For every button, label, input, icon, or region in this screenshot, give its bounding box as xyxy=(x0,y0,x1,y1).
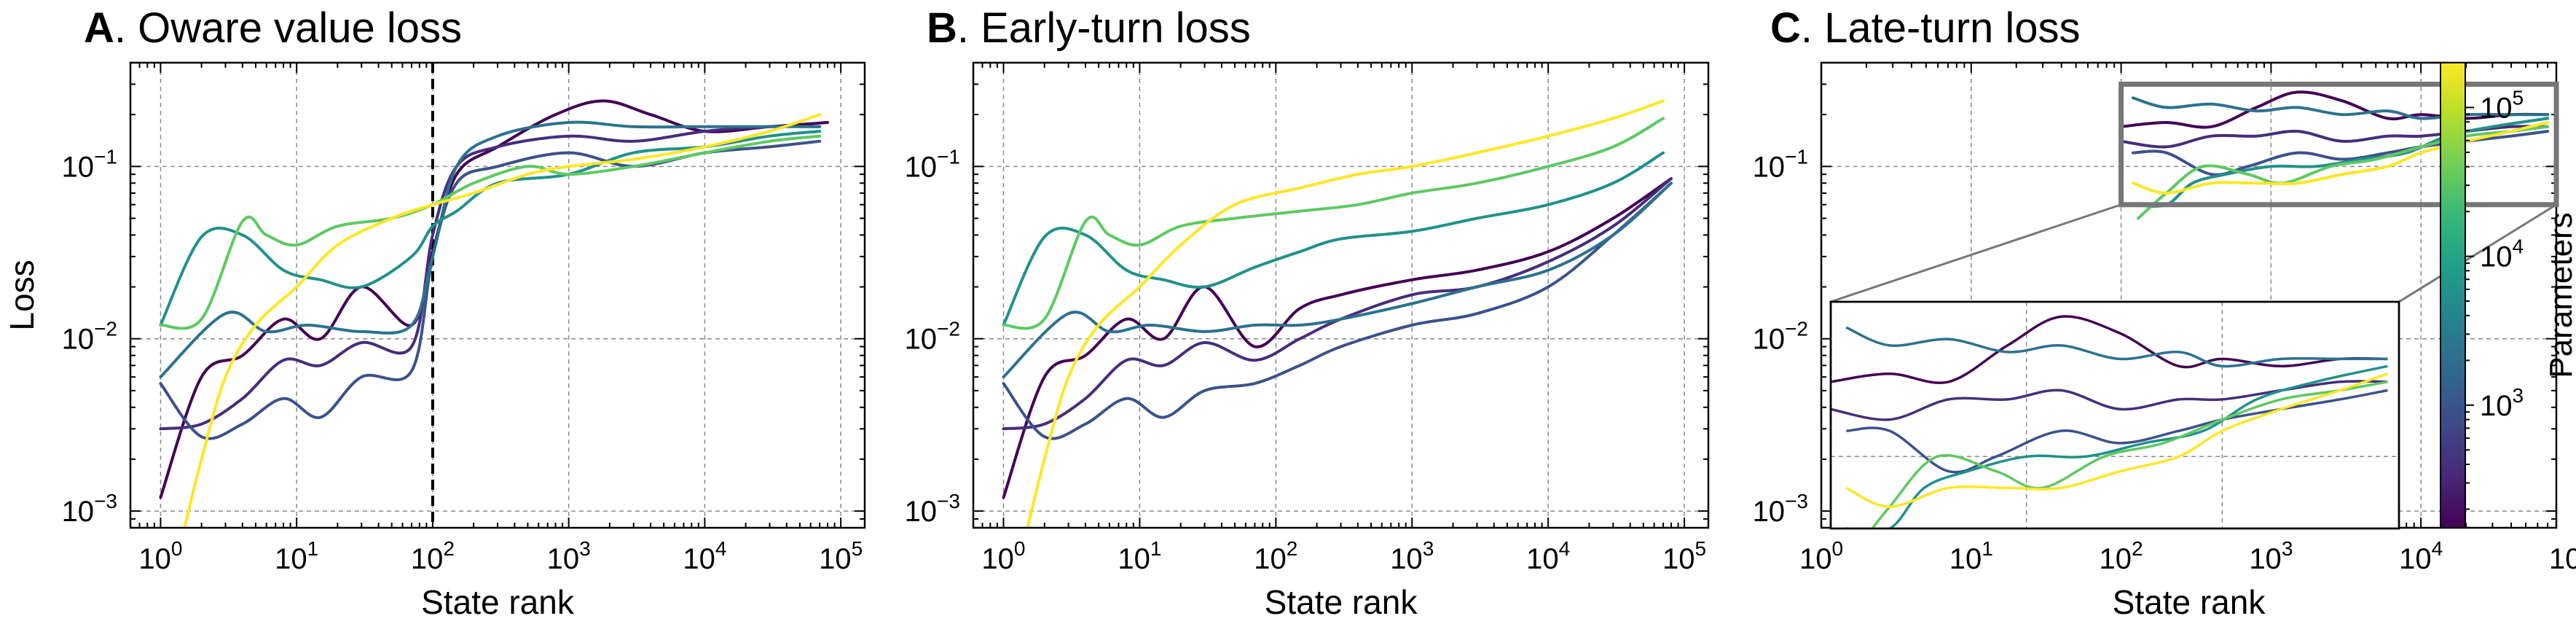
series-line-0 xyxy=(159,99,829,499)
zoom-region-box xyxy=(2118,82,2559,208)
y-tick-label: 10−2 xyxy=(62,318,117,356)
series-group xyxy=(159,99,829,528)
x-tick-label: 101 xyxy=(275,537,318,575)
series-line-4 xyxy=(1002,151,1665,327)
zoom-connector-right xyxy=(2398,203,2557,303)
x-tick-label: 101 xyxy=(1118,537,1161,575)
colorbar-gradient xyxy=(2440,62,2466,528)
x-axis-label: State rank xyxy=(1265,583,1418,621)
inset-series-line-4 xyxy=(1846,364,2388,528)
x-axis-label: State rank xyxy=(421,583,575,621)
x-tick-label: 100 xyxy=(981,537,1025,575)
inset-series-line-2 xyxy=(1846,389,2388,474)
x-tick-label: 104 xyxy=(683,537,726,575)
y-tick-label: 10−1 xyxy=(1753,145,1808,183)
panel-b-title: B. Early-turn loss xyxy=(927,4,1251,52)
y-tick-label: 10−1 xyxy=(62,145,117,183)
series-line-5 xyxy=(1002,117,1665,330)
x-tick-label: 105 xyxy=(819,537,863,575)
inset-series-line-0 xyxy=(1831,315,2388,384)
x-axis: 100 101 102 103 104 105 State rank xyxy=(130,63,863,621)
inset-series-line-6 xyxy=(1845,372,2388,508)
panel-grid xyxy=(130,63,865,528)
colorbar: Parameters 103 104 105 xyxy=(2440,62,2576,528)
series-line-1 xyxy=(159,125,822,431)
inset-frame xyxy=(1829,300,2400,530)
series-line-6 xyxy=(183,113,822,528)
y-tick-label: 10−3 xyxy=(62,490,117,528)
series-group xyxy=(1002,99,1673,528)
x-tick-label: 105 xyxy=(2549,537,2576,575)
series-line-6 xyxy=(2131,121,2550,195)
panel-c: C. Late-turn loss 100 101 102 103 104 105 Stat… xyxy=(1753,4,2576,621)
panel-a-title: A. Oware value loss xyxy=(84,4,462,52)
panel-a: A. Oware value loss 100 101 102 103 104 105 St… xyxy=(3,4,866,621)
inset-series-line-5 xyxy=(1870,381,2388,528)
series-line-4 xyxy=(2131,117,2550,208)
x-tick-label: 104 xyxy=(2399,537,2443,575)
y-axis: 10−3 10−2 10−1 xyxy=(1753,62,2556,528)
y-axis: 10−3 10−2 10−1 Loss xyxy=(3,62,865,528)
x-axis-label: State rank xyxy=(2113,583,2266,621)
inset-series-line-1 xyxy=(1831,380,2388,421)
panel-c-title: C. Late-turn loss xyxy=(1770,4,2081,52)
y-tick-label: 10−2 xyxy=(905,318,960,356)
plot-frame xyxy=(129,61,866,529)
y-tick-label: 10−1 xyxy=(905,145,960,183)
series-line-4 xyxy=(159,130,822,327)
y-axis-label: Loss xyxy=(3,260,41,330)
colorbar-tick-label: 104 xyxy=(2480,235,2524,273)
inset-zoom xyxy=(1829,82,2559,530)
x-tick-label: 102 xyxy=(2100,537,2143,575)
series-line-5 xyxy=(159,134,822,330)
x-tick-label: 101 xyxy=(1949,537,1993,575)
x-tick-label: 102 xyxy=(1254,537,1297,575)
colorbar-tick-label: 105 xyxy=(2480,86,2524,124)
inset-series-line-3 xyxy=(1845,326,2388,368)
x-axis: 100 101 102 103 104 105 State rank xyxy=(973,63,1706,621)
inset-series-group xyxy=(1831,315,2388,528)
series-line-0 xyxy=(2119,90,2550,129)
series-line-3 xyxy=(159,120,822,379)
x-tick-label: 102 xyxy=(411,537,455,575)
x-tick-label: 100 xyxy=(1799,537,1843,575)
x-tick-label: 103 xyxy=(547,537,591,575)
panel-b: B. Early-turn loss 100 101 102 103 104 105 Sta… xyxy=(905,4,1710,621)
series-line-1 xyxy=(1002,177,1673,431)
y-tick-label: 10−3 xyxy=(905,490,960,528)
x-tick-label: 104 xyxy=(1526,537,1570,575)
x-tick-label: 103 xyxy=(2249,537,2293,575)
series-line-0 xyxy=(1002,177,1673,499)
y-tick-label: 10−3 xyxy=(1753,490,1808,528)
zoom-connector-left xyxy=(1830,203,2122,303)
series-line-3 xyxy=(1002,182,1673,379)
colorbar-label: Parameters xyxy=(2543,212,2576,378)
series-line-5 xyxy=(2137,125,2550,220)
colorbar-tick-label: 103 xyxy=(2480,384,2524,422)
y-axis: 10−3 10−2 10−1 xyxy=(905,62,1708,528)
inset-axes xyxy=(1829,300,2400,530)
panel-grid xyxy=(973,63,1708,528)
series-line-2 xyxy=(1002,182,1673,440)
series-line-3 xyxy=(2131,96,2550,120)
series-line-6 xyxy=(1026,99,1665,528)
x-tick-label: 100 xyxy=(138,537,182,575)
y-tick-label: 10−2 xyxy=(1753,318,1808,356)
x-tick-label: 103 xyxy=(1390,537,1434,575)
x-tick-label: 105 xyxy=(1662,537,1706,575)
